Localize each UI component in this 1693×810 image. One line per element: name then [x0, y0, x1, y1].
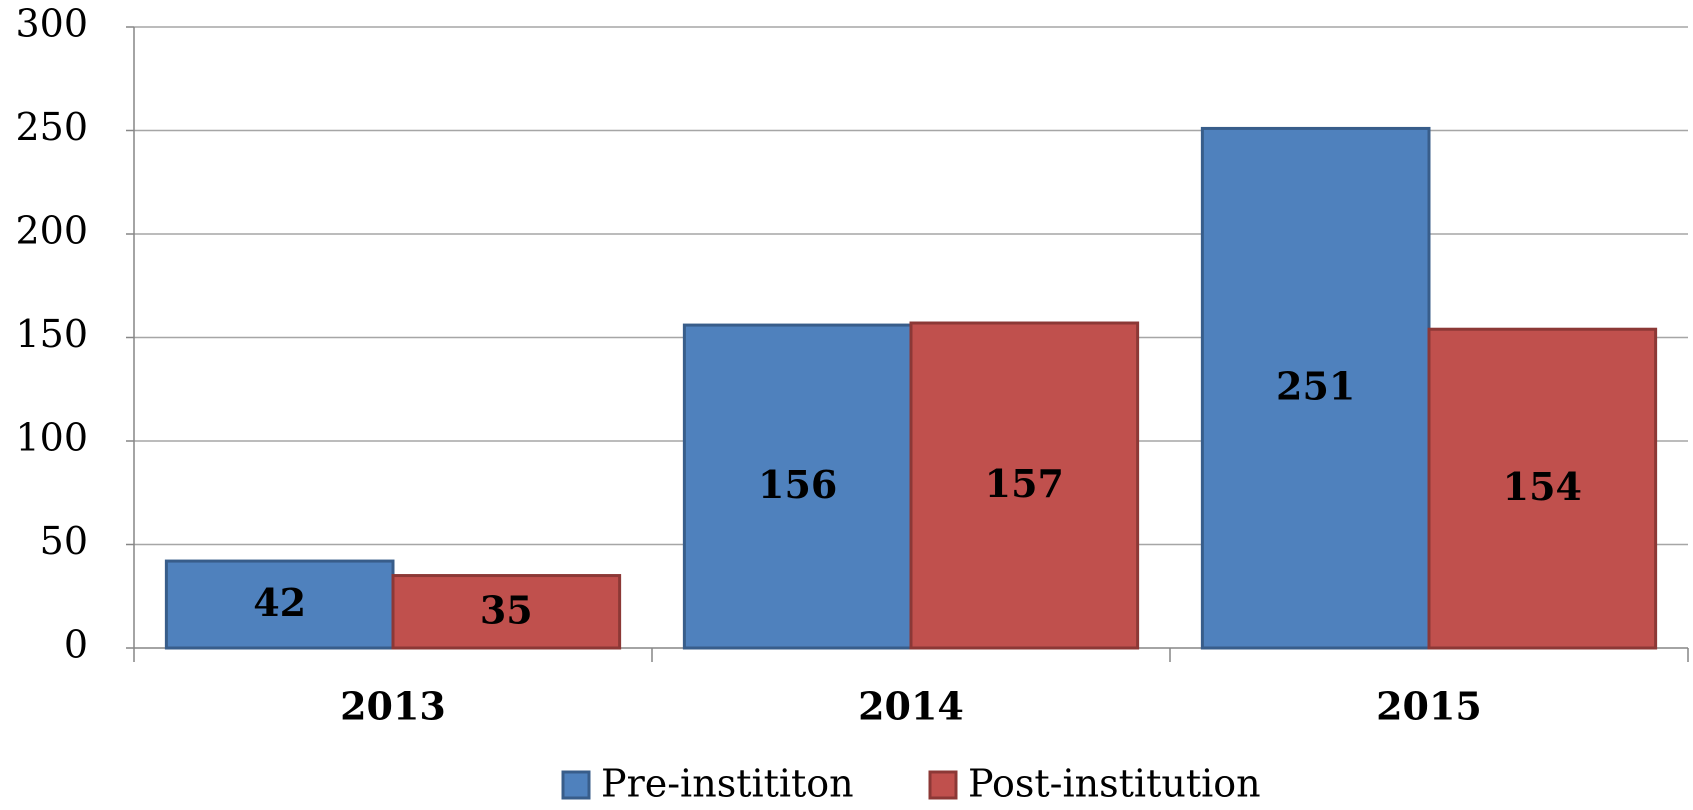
x-tick-label: 2014 — [858, 684, 964, 729]
value-label: 35 — [480, 587, 533, 632]
x-tick-label: 2015 — [1376, 684, 1482, 729]
bar — [1200, 126, 1431, 650]
bar — [391, 574, 622, 650]
bar — [164, 559, 395, 650]
value-label: 156 — [758, 462, 837, 507]
y-tick-label: 100 — [15, 416, 88, 460]
bar — [909, 321, 1140, 650]
y-tick-label: 250 — [15, 105, 88, 149]
y-tick-label: 300 — [15, 2, 88, 46]
value-label: 251 — [1276, 364, 1355, 409]
legend-label: Pre-instititon — [601, 762, 854, 806]
x-tick-label: 2013 — [340, 684, 446, 729]
legend-swatch — [561, 770, 591, 800]
y-tick-label: 0 — [64, 623, 88, 667]
bar — [682, 323, 913, 650]
value-label: 154 — [1503, 464, 1582, 509]
value-label: 42 — [253, 580, 306, 625]
y-tick-label: 50 — [40, 519, 88, 563]
bar — [1427, 327, 1658, 650]
value-label: 157 — [985, 461, 1064, 506]
y-tick-label: 200 — [15, 209, 88, 253]
y-tick-label: 150 — [15, 312, 88, 356]
legend-label: Post-institution — [968, 762, 1261, 806]
legend-swatch — [928, 770, 958, 800]
